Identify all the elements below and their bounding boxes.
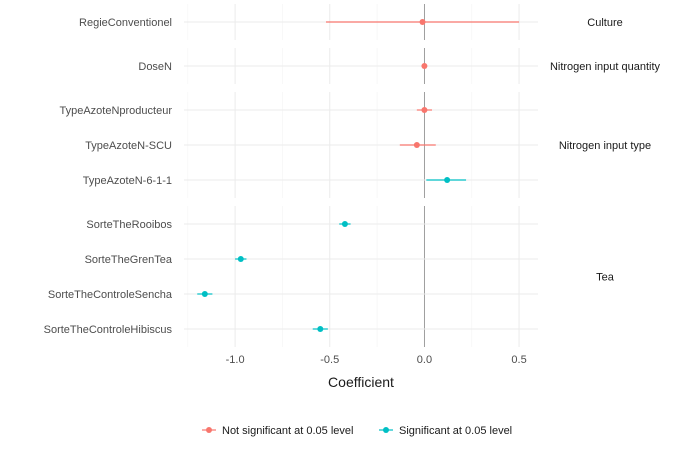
- x-axis: -1.0 -0.5 0.0 0.5 Coefficient: [226, 354, 527, 390]
- facet-strip-label-nitrogen-input-quantity: Nitrogen input quantity: [550, 61, 661, 73]
- legend-label: Significant at 0.05 level: [399, 425, 512, 437]
- x-tick-label: 0.0: [417, 354, 432, 366]
- panel-nitrogen-input-type: TypeAzoteNproducteur TypeAzoteN-SCU TypeAz…: [59, 92, 651, 198]
- legend-label: Not significant at 0.05 level: [222, 425, 353, 437]
- legend-key-point: [206, 427, 212, 433]
- x-tick-label: 0.5: [511, 354, 526, 366]
- x-tick-label: -0.5: [320, 354, 339, 366]
- point-typeazotenproducteur: [421, 107, 428, 113]
- term-label-sortethecontrolesencha: SorteTheControleSencha: [48, 289, 173, 301]
- point-sortethecontrolehibiscus: [317, 326, 324, 332]
- point-sortethegrentea: [237, 256, 244, 262]
- term-label-regieconventionel: RegieConventionel: [79, 17, 172, 29]
- point-dosen: [421, 63, 428, 69]
- term-label-sortetherooibos: SorteTheRooibos: [86, 219, 172, 231]
- panel-tea: SorteTheRooibos SorteTheGrenTea SorteTheCo…: [44, 206, 615, 347]
- term-label-typeazoten-scu: TypeAzoteN-SCU: [85, 140, 172, 152]
- point-sortethecontrolesencha: [201, 291, 208, 297]
- point-typeazoten-scu: [413, 142, 420, 148]
- facet-strip-label-culture: Culture: [587, 17, 622, 29]
- x-axis-title: Coefficient: [328, 374, 394, 390]
- x-tick-label: -1.0: [226, 354, 245, 366]
- term-label-sortethecontrolehibiscus: SorteTheControleHibiscus: [44, 324, 173, 336]
- legend: Not significant at 0.05 level Significant…: [202, 425, 512, 437]
- panel-nitrogen-input-quantity: DoseN Nitrogen input quantity: [138, 48, 661, 84]
- term-label-sortethegrentea: SorteTheGrenTea: [85, 254, 173, 266]
- legend-item-not-significant-at-0-05-level: Not significant at 0.05 level: [202, 425, 353, 437]
- point-regieconventionel: [419, 19, 426, 25]
- facet-strip-label-nitrogen-input-type: Nitrogen input type: [559, 140, 651, 152]
- legend-key-point: [383, 427, 389, 433]
- facet-strip-label-tea: Tea: [596, 272, 615, 284]
- panels-layer: RegieConventionel Culture DoseN Nitrogen in…: [44, 4, 661, 347]
- point-sortetherooibos: [341, 221, 348, 227]
- point-typeazoten-6-1-1: [444, 177, 451, 183]
- legend-item-significant-at-0-05-level: Significant at 0.05 level: [379, 425, 512, 437]
- panel-culture: RegieConventionel Culture: [79, 4, 623, 40]
- term-label-typeazotenproducteur: TypeAzoteNproducteur: [59, 105, 172, 117]
- term-label-typeazoten-6-1-1: TypeAzoteN-6-1-1: [83, 175, 172, 187]
- term-label-dosen: DoseN: [138, 61, 172, 73]
